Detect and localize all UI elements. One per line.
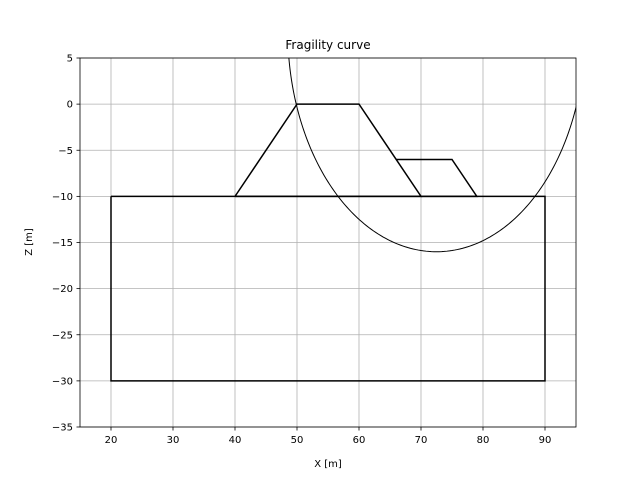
x-tick-label: 20: [105, 435, 118, 446]
chart-title: Fragility curve: [285, 38, 370, 52]
x-tick-label: 70: [415, 435, 428, 446]
y-tick-label: −10: [52, 192, 73, 203]
y-tick-label: 0: [67, 100, 73, 111]
x-tick-label: 60: [353, 435, 366, 446]
x-tick-label: 80: [477, 435, 490, 446]
y-tick-label: −15: [52, 238, 73, 249]
y-tick-label: −35: [52, 423, 73, 434]
series-line-3: [110, 195, 546, 382]
y-tick-label: −20: [52, 284, 73, 295]
y-tick-label: −5: [58, 146, 73, 157]
y-tick-label: 5: [67, 54, 73, 65]
y-tick-label: −30: [52, 376, 73, 387]
x-tick-label: 40: [229, 435, 242, 446]
x-tick-label: 30: [167, 435, 180, 446]
slip-circle: [288, 58, 576, 253]
grid-layer: [80, 57, 576, 428]
x-tick-label: 50: [291, 435, 304, 446]
y-tick-label: −25: [52, 330, 73, 341]
y-axis-label: Z [m]: [24, 228, 35, 256]
x-tick-label: 90: [539, 435, 552, 446]
x-axis-label: X [m]: [314, 459, 342, 470]
data-layer: [110, 58, 576, 382]
